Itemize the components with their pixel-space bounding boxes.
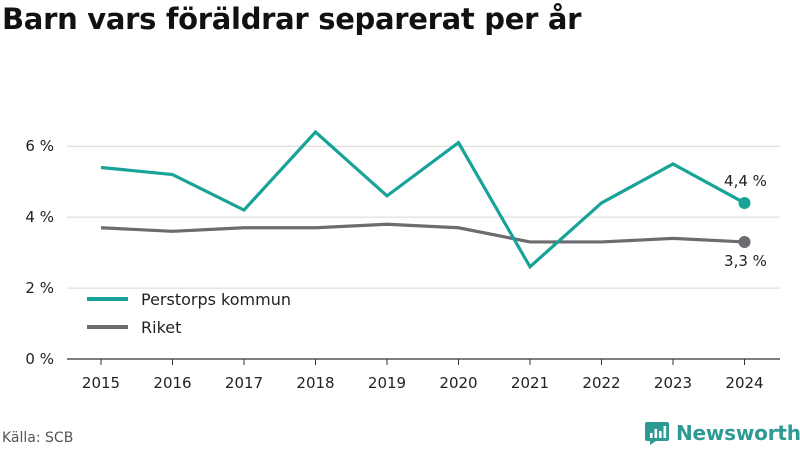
x-tick-label: 2017 <box>225 374 263 392</box>
brand-logo: Newsworthy <box>644 420 800 446</box>
legend-label-perstorp: Perstorps kommun <box>141 290 291 309</box>
chart-title: Barn vars föräldrar separerat per år <box>2 2 582 36</box>
end-label-perstorp: 4,4 % <box>724 172 767 190</box>
x-tick-label: 2024 <box>725 374 763 392</box>
x-tick-label: 2019 <box>368 374 406 392</box>
end-marker-riket <box>738 235 751 248</box>
y-tick-label: 6 % <box>25 137 54 155</box>
newsworthy-logo-icon <box>645 422 669 445</box>
source-note: Källa: SCB <box>2 430 74 446</box>
legend-label-riket: Riket <box>141 318 181 337</box>
x-tick-label: 2020 <box>439 374 477 392</box>
x-tick-label: 2015 <box>82 374 120 392</box>
series-line-perstorp <box>100 129 746 270</box>
x-tick-label: 2016 <box>153 374 191 392</box>
y-tick-label: 0 % <box>25 350 54 368</box>
x-tick-label: 2023 <box>654 374 692 392</box>
y-tick-label: 2 % <box>25 279 54 297</box>
end-label-riket: 3,3 % <box>724 252 767 270</box>
brand-name: Newsworthy <box>676 421 800 445</box>
x-tick-label: 2021 <box>511 374 549 392</box>
x-tick-label: 2018 <box>296 374 334 392</box>
x-tick-label: 2022 <box>582 374 620 392</box>
y-tick-label: 4 % <box>25 208 54 226</box>
series-line-riket <box>100 222 745 244</box>
end-marker-perstorp <box>738 196 751 209</box>
